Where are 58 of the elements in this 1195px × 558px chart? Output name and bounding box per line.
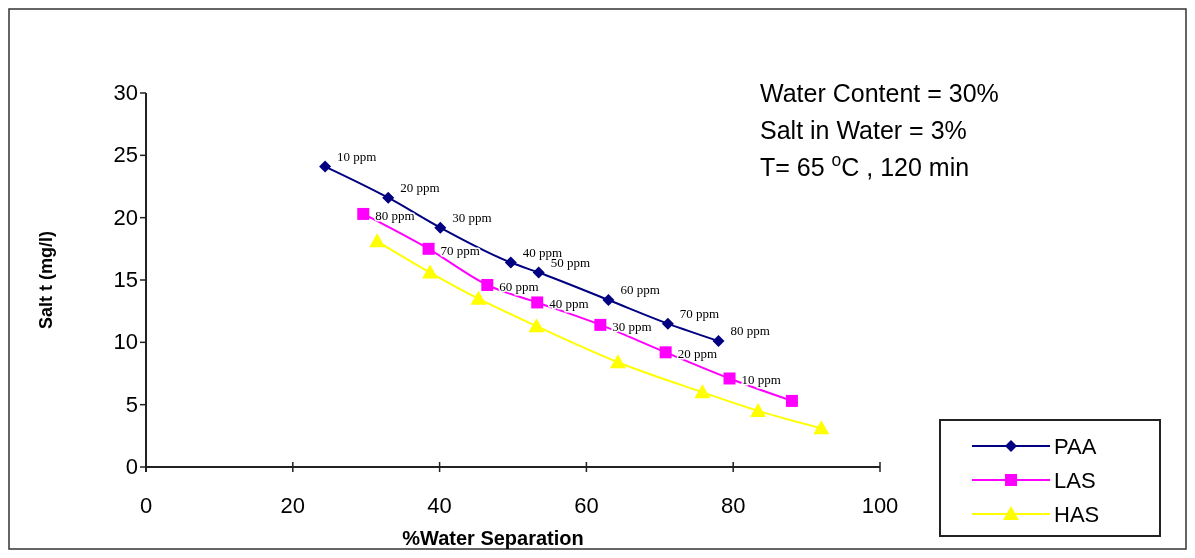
x-tick-label: 20	[280, 493, 306, 518]
annotation: 70 ppm	[440, 242, 480, 258]
y-tick-label: 0	[125, 454, 138, 479]
annotation: 10 ppm	[741, 372, 781, 388]
annotation: 70 ppm	[679, 305, 720, 321]
point	[369, 233, 386, 248]
point	[422, 242, 435, 255]
x-tick-label: 60	[574, 493, 599, 518]
point	[357, 207, 370, 220]
point	[813, 420, 830, 435]
point	[750, 402, 767, 417]
annotation: 20 ppm	[677, 346, 718, 362]
legend-label: PAA	[1054, 434, 1097, 459]
y-tick-label: 10	[113, 329, 138, 355]
x-tick-label: 100	[861, 493, 899, 518]
annotation: 10 ppm	[337, 148, 377, 164]
legend-label: LAS	[1054, 468, 1096, 493]
annotation: 30 ppm	[452, 209, 492, 225]
annotation: 30 ppm	[612, 318, 652, 334]
y-tick-label: 5	[125, 391, 138, 417]
x-axis-title: %Water Separation	[402, 527, 584, 549]
annotation: 60 ppm	[499, 278, 539, 294]
point	[382, 191, 395, 204]
annotation: 40 ppm	[549, 296, 589, 312]
y-tick-label: 15	[113, 267, 138, 292]
point	[422, 264, 439, 279]
point	[712, 335, 725, 348]
annotation: Salt in Water = 3%	[760, 116, 967, 144]
point	[609, 354, 626, 369]
point	[434, 221, 447, 234]
point	[504, 256, 517, 269]
annotation: 20 ppm	[400, 179, 440, 195]
point	[694, 384, 711, 399]
point	[602, 293, 615, 306]
x-tick-label: 40	[427, 493, 452, 518]
point	[319, 160, 332, 173]
legend-label: HAS	[1054, 502, 1100, 527]
annotation: 40 ppm	[522, 244, 563, 260]
point	[659, 346, 672, 359]
point	[661, 317, 674, 330]
annotation: 80 ppm	[730, 323, 770, 339]
point	[531, 296, 544, 309]
point	[594, 318, 607, 331]
y-tick-label: 20	[113, 204, 138, 230]
annotation: T= 65 $^{o}$C , 120 min	[760, 150, 970, 181]
y-axis-title: Salt t (mg/l)	[36, 231, 56, 329]
annotation: Water Content = 30%	[760, 79, 999, 107]
annotation: 80 ppm	[375, 207, 415, 223]
point	[723, 372, 736, 385]
point	[785, 394, 798, 407]
x-tick-label: 80	[720, 493, 746, 518]
y-tick-label: 25	[113, 142, 138, 168]
y-tick-label: 30	[113, 80, 138, 105]
point	[470, 290, 487, 305]
point	[481, 278, 494, 291]
point	[528, 318, 545, 333]
point	[532, 266, 545, 279]
annotation: 60 ppm	[620, 281, 660, 297]
